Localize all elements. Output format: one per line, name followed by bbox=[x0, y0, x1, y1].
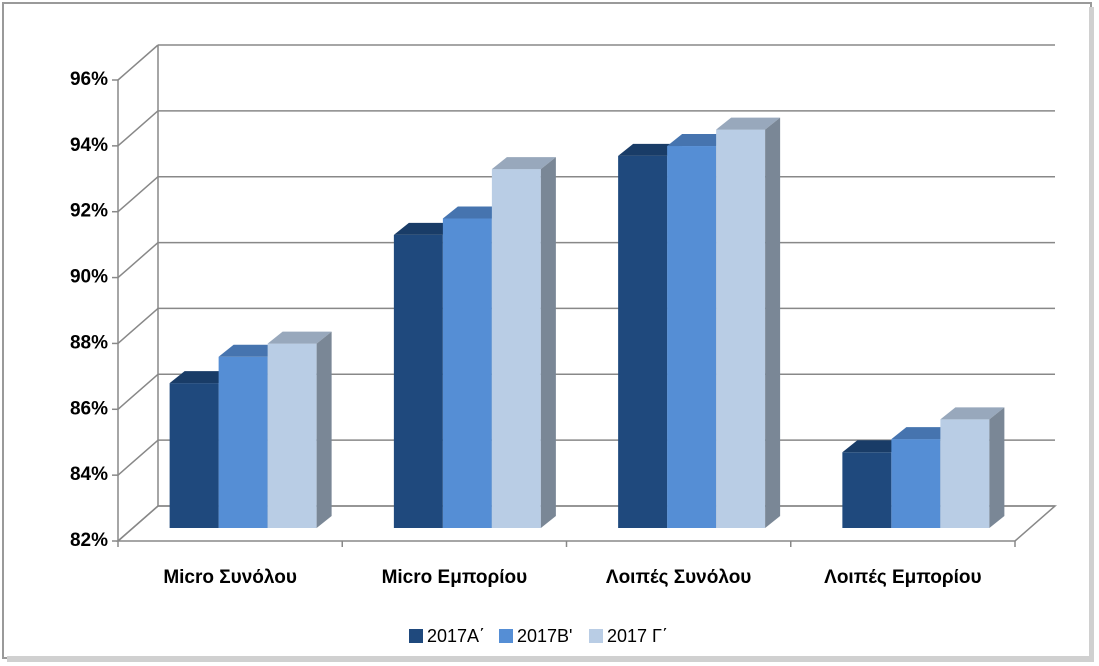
legend-label: 2017Α΄ bbox=[427, 626, 485, 646]
bar-top bbox=[716, 117, 781, 130]
bar bbox=[491, 157, 556, 529]
bar-top bbox=[842, 440, 907, 453]
bar-top bbox=[442, 206, 507, 219]
bar-front bbox=[442, 218, 492, 528]
plot: 82% 84% 86% 88% 90% 92% 94% 96% Micro Συνόλου Mic… bbox=[70, 44, 1057, 588]
bar-side bbox=[316, 331, 332, 528]
bar-side bbox=[540, 157, 556, 529]
bar-top bbox=[393, 222, 458, 235]
grid-line bbox=[117, 505, 159, 542]
grid-line bbox=[117, 44, 159, 81]
legend-label: 2017Β' bbox=[517, 626, 573, 646]
grid-line bbox=[117, 373, 159, 410]
x-tick-label: Micro Συνόλου bbox=[163, 567, 297, 588]
grid-line bbox=[117, 176, 159, 213]
bar-top bbox=[940, 407, 1005, 420]
grid-line bbox=[117, 307, 159, 344]
grid-line bbox=[117, 110, 159, 147]
y-tick-label: 84% bbox=[70, 464, 108, 485]
bar-front bbox=[618, 155, 668, 528]
bar-top bbox=[891, 427, 956, 440]
bar-front bbox=[940, 419, 990, 528]
legend-swatch bbox=[409, 629, 423, 643]
legend-swatch bbox=[589, 629, 603, 643]
legend: 2017Α΄ 2017Β' 2017 Γ΄ bbox=[409, 626, 668, 646]
y-tick-label: 82% bbox=[70, 530, 108, 551]
legend-label: 2017 Γ΄ bbox=[607, 626, 668, 646]
y-tick-label: 90% bbox=[70, 267, 108, 288]
bar-front bbox=[716, 129, 766, 529]
x-tick-label: Λοιπές Συνόλου bbox=[606, 567, 751, 588]
bar bbox=[267, 331, 332, 528]
bar-front bbox=[218, 356, 268, 528]
bar-front bbox=[169, 383, 219, 528]
x-tick-label: Micro Εμπορίου bbox=[382, 567, 528, 588]
legend-swatch bbox=[499, 629, 513, 643]
bar-front bbox=[842, 452, 892, 528]
frame-shadow bbox=[7, 656, 1093, 662]
grid-line bbox=[117, 439, 159, 476]
y-tick-label: 88% bbox=[70, 332, 108, 353]
y-tick-label: 94% bbox=[70, 135, 108, 156]
bar-top bbox=[618, 143, 683, 156]
bar-top bbox=[267, 331, 332, 344]
bar-side bbox=[989, 407, 1005, 528]
bar-front bbox=[891, 439, 941, 528]
bar-top bbox=[218, 344, 283, 357]
bar bbox=[716, 117, 781, 529]
bar-front bbox=[393, 234, 443, 528]
bar bbox=[940, 407, 1005, 528]
bar-top bbox=[491, 157, 556, 170]
bar-front bbox=[267, 343, 317, 528]
bar-top bbox=[667, 134, 732, 147]
y-tick-label: 86% bbox=[70, 398, 108, 419]
bar-front bbox=[491, 169, 541, 529]
bar-side bbox=[765, 117, 781, 529]
y-tick-label: 96% bbox=[70, 69, 108, 90]
y-tick-label: 92% bbox=[70, 201, 108, 222]
grid-line bbox=[117, 242, 159, 279]
bar-front bbox=[667, 146, 717, 528]
frame-shadow bbox=[1089, 7, 1094, 662]
bar-top bbox=[169, 371, 234, 384]
x-tick-label: Λοιπές Εμπορίου bbox=[824, 567, 981, 588]
